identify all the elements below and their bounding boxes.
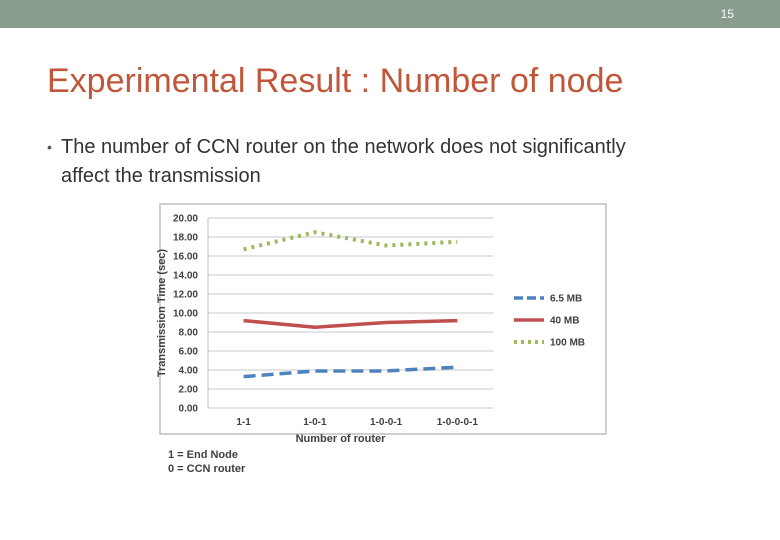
y-tick-label: 10.00 — [173, 309, 198, 320]
legend-note: 1 = End Node — [168, 449, 238, 461]
bullet-text: The number of CCN router on the network … — [61, 136, 626, 187]
x-axis-title: Number of router — [296, 433, 387, 445]
legend-label: 40 MB — [550, 316, 579, 327]
y-tick-label: 8.00 — [179, 328, 199, 339]
legend-label: 100 MB — [550, 338, 585, 349]
y-tick-label: 6.00 — [179, 347, 199, 358]
slide-title: Experimental Result : Number of node — [47, 62, 624, 100]
x-tick-label: 1-1 — [236, 417, 251, 428]
series-line-40-mb — [243, 318, 458, 329]
y-tick-label: 0.00 — [179, 404, 199, 415]
y-tick-label: 2.00 — [179, 385, 199, 396]
legend-label: 6.5 MB — [550, 294, 582, 305]
y-tick-label: 14.00 — [173, 271, 198, 282]
y-tick-label: 18.00 — [173, 233, 198, 244]
x-tick-label: 1-0-0-0-1 — [437, 417, 479, 428]
x-tick-label: 1-0-0-1 — [370, 417, 403, 428]
y-axis-title: Transmission Time (sec) — [156, 249, 168, 378]
top-bar: 15 — [0, 0, 780, 28]
slide-number: 15 — [720, 7, 734, 21]
legend-note: 0 = CCN router — [168, 463, 246, 475]
y-tick-label: 4.00 — [179, 366, 199, 377]
x-tick-label: 1-0-1 — [303, 417, 327, 428]
y-tick-label: 20.00 — [173, 214, 198, 225]
y-tick-label: 12.00 — [173, 290, 198, 301]
y-tick-label: 16.00 — [173, 252, 198, 263]
bullet-marker: • — [47, 139, 52, 155]
bullet-point: • The number of CCN router on the networ… — [47, 133, 647, 191]
